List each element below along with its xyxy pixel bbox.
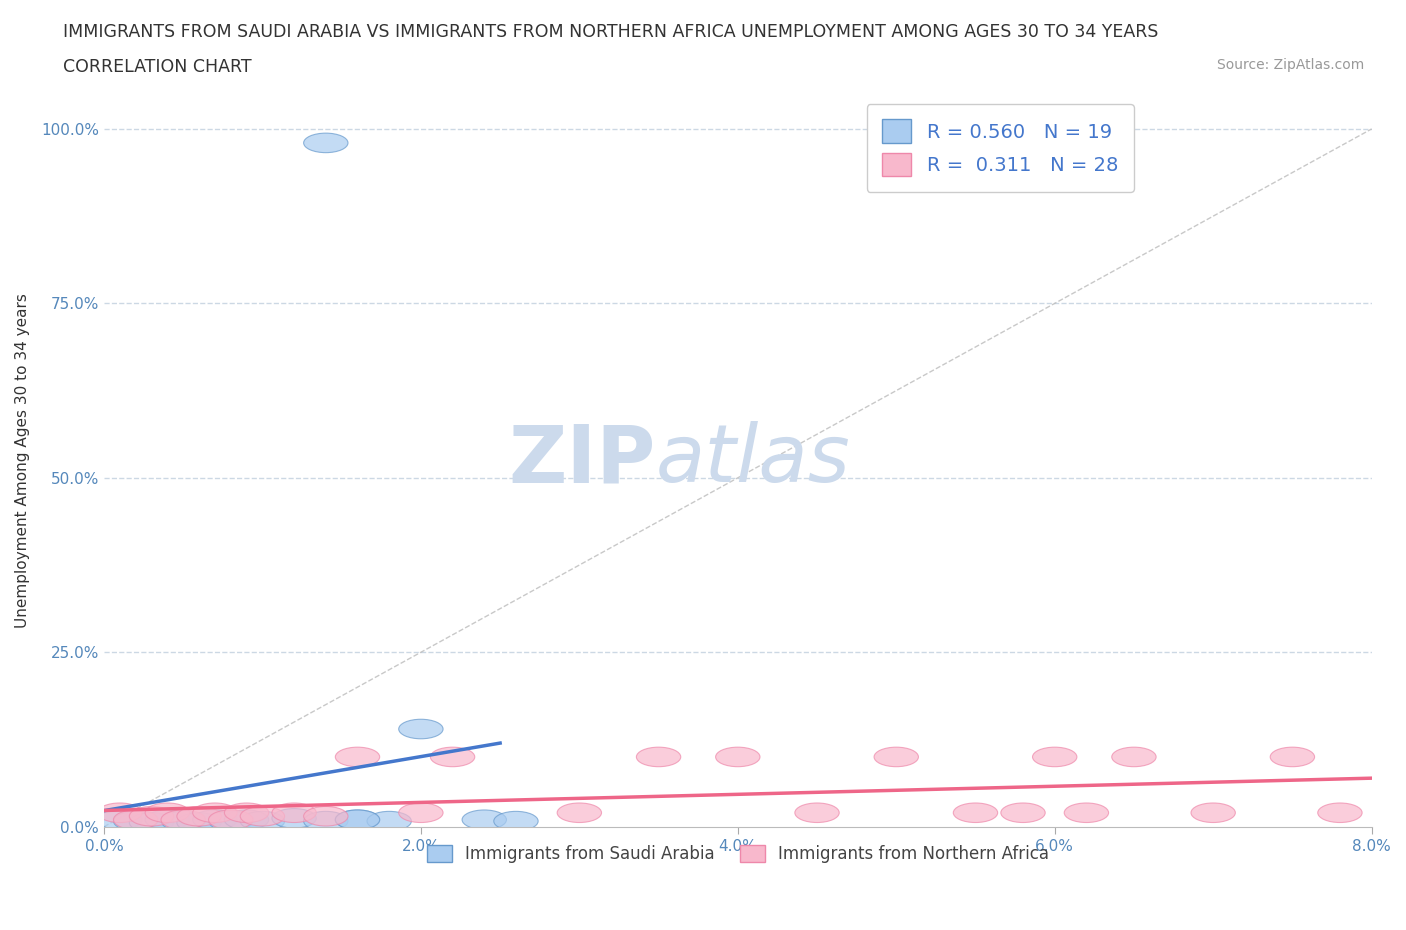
Ellipse shape xyxy=(335,810,380,830)
Ellipse shape xyxy=(1001,803,1045,822)
Legend: Immigrants from Saudi Arabia, Immigrants from Northern Africa: Immigrants from Saudi Arabia, Immigrants… xyxy=(420,838,1056,870)
Ellipse shape xyxy=(430,747,475,766)
Ellipse shape xyxy=(304,811,349,830)
Y-axis label: Unemployment Among Ages 30 to 34 years: Unemployment Among Ages 30 to 34 years xyxy=(15,293,30,628)
Ellipse shape xyxy=(177,813,221,832)
Ellipse shape xyxy=(208,811,253,830)
Ellipse shape xyxy=(1317,803,1362,822)
Ellipse shape xyxy=(240,811,284,830)
Ellipse shape xyxy=(399,719,443,738)
Text: ZIP: ZIP xyxy=(508,421,655,499)
Ellipse shape xyxy=(1270,747,1315,766)
Ellipse shape xyxy=(97,803,142,822)
Ellipse shape xyxy=(335,747,380,766)
Ellipse shape xyxy=(637,747,681,766)
Ellipse shape xyxy=(557,803,602,822)
Text: atlas: atlas xyxy=(655,421,851,499)
Ellipse shape xyxy=(463,810,506,830)
Ellipse shape xyxy=(304,806,349,826)
Ellipse shape xyxy=(794,803,839,822)
Ellipse shape xyxy=(225,810,269,830)
Ellipse shape xyxy=(1112,747,1156,766)
Ellipse shape xyxy=(1032,747,1077,766)
Ellipse shape xyxy=(1191,803,1236,822)
Ellipse shape xyxy=(304,133,349,153)
Ellipse shape xyxy=(875,747,918,766)
Ellipse shape xyxy=(271,803,316,822)
Ellipse shape xyxy=(240,806,284,826)
Ellipse shape xyxy=(162,810,205,830)
Ellipse shape xyxy=(114,811,157,830)
Ellipse shape xyxy=(129,813,174,832)
Ellipse shape xyxy=(494,811,538,830)
Ellipse shape xyxy=(97,810,142,830)
Ellipse shape xyxy=(145,803,190,822)
Ellipse shape xyxy=(367,811,412,830)
Ellipse shape xyxy=(225,803,269,822)
Ellipse shape xyxy=(145,810,190,830)
Ellipse shape xyxy=(953,803,998,822)
Text: IMMIGRANTS FROM SAUDI ARABIA VS IMMIGRANTS FROM NORTHERN AFRICA UNEMPLOYMENT AMO: IMMIGRANTS FROM SAUDI ARABIA VS IMMIGRAN… xyxy=(63,23,1159,41)
Ellipse shape xyxy=(129,806,174,826)
Ellipse shape xyxy=(177,806,221,826)
Ellipse shape xyxy=(716,747,761,766)
Ellipse shape xyxy=(271,808,316,828)
Text: Source: ZipAtlas.com: Source: ZipAtlas.com xyxy=(1216,58,1364,72)
Ellipse shape xyxy=(193,803,238,822)
Ellipse shape xyxy=(193,810,238,830)
Ellipse shape xyxy=(162,811,205,830)
Ellipse shape xyxy=(1064,803,1108,822)
Text: CORRELATION CHART: CORRELATION CHART xyxy=(63,58,252,75)
Ellipse shape xyxy=(208,810,253,830)
Ellipse shape xyxy=(335,810,380,830)
Ellipse shape xyxy=(399,803,443,822)
Ellipse shape xyxy=(114,810,157,830)
